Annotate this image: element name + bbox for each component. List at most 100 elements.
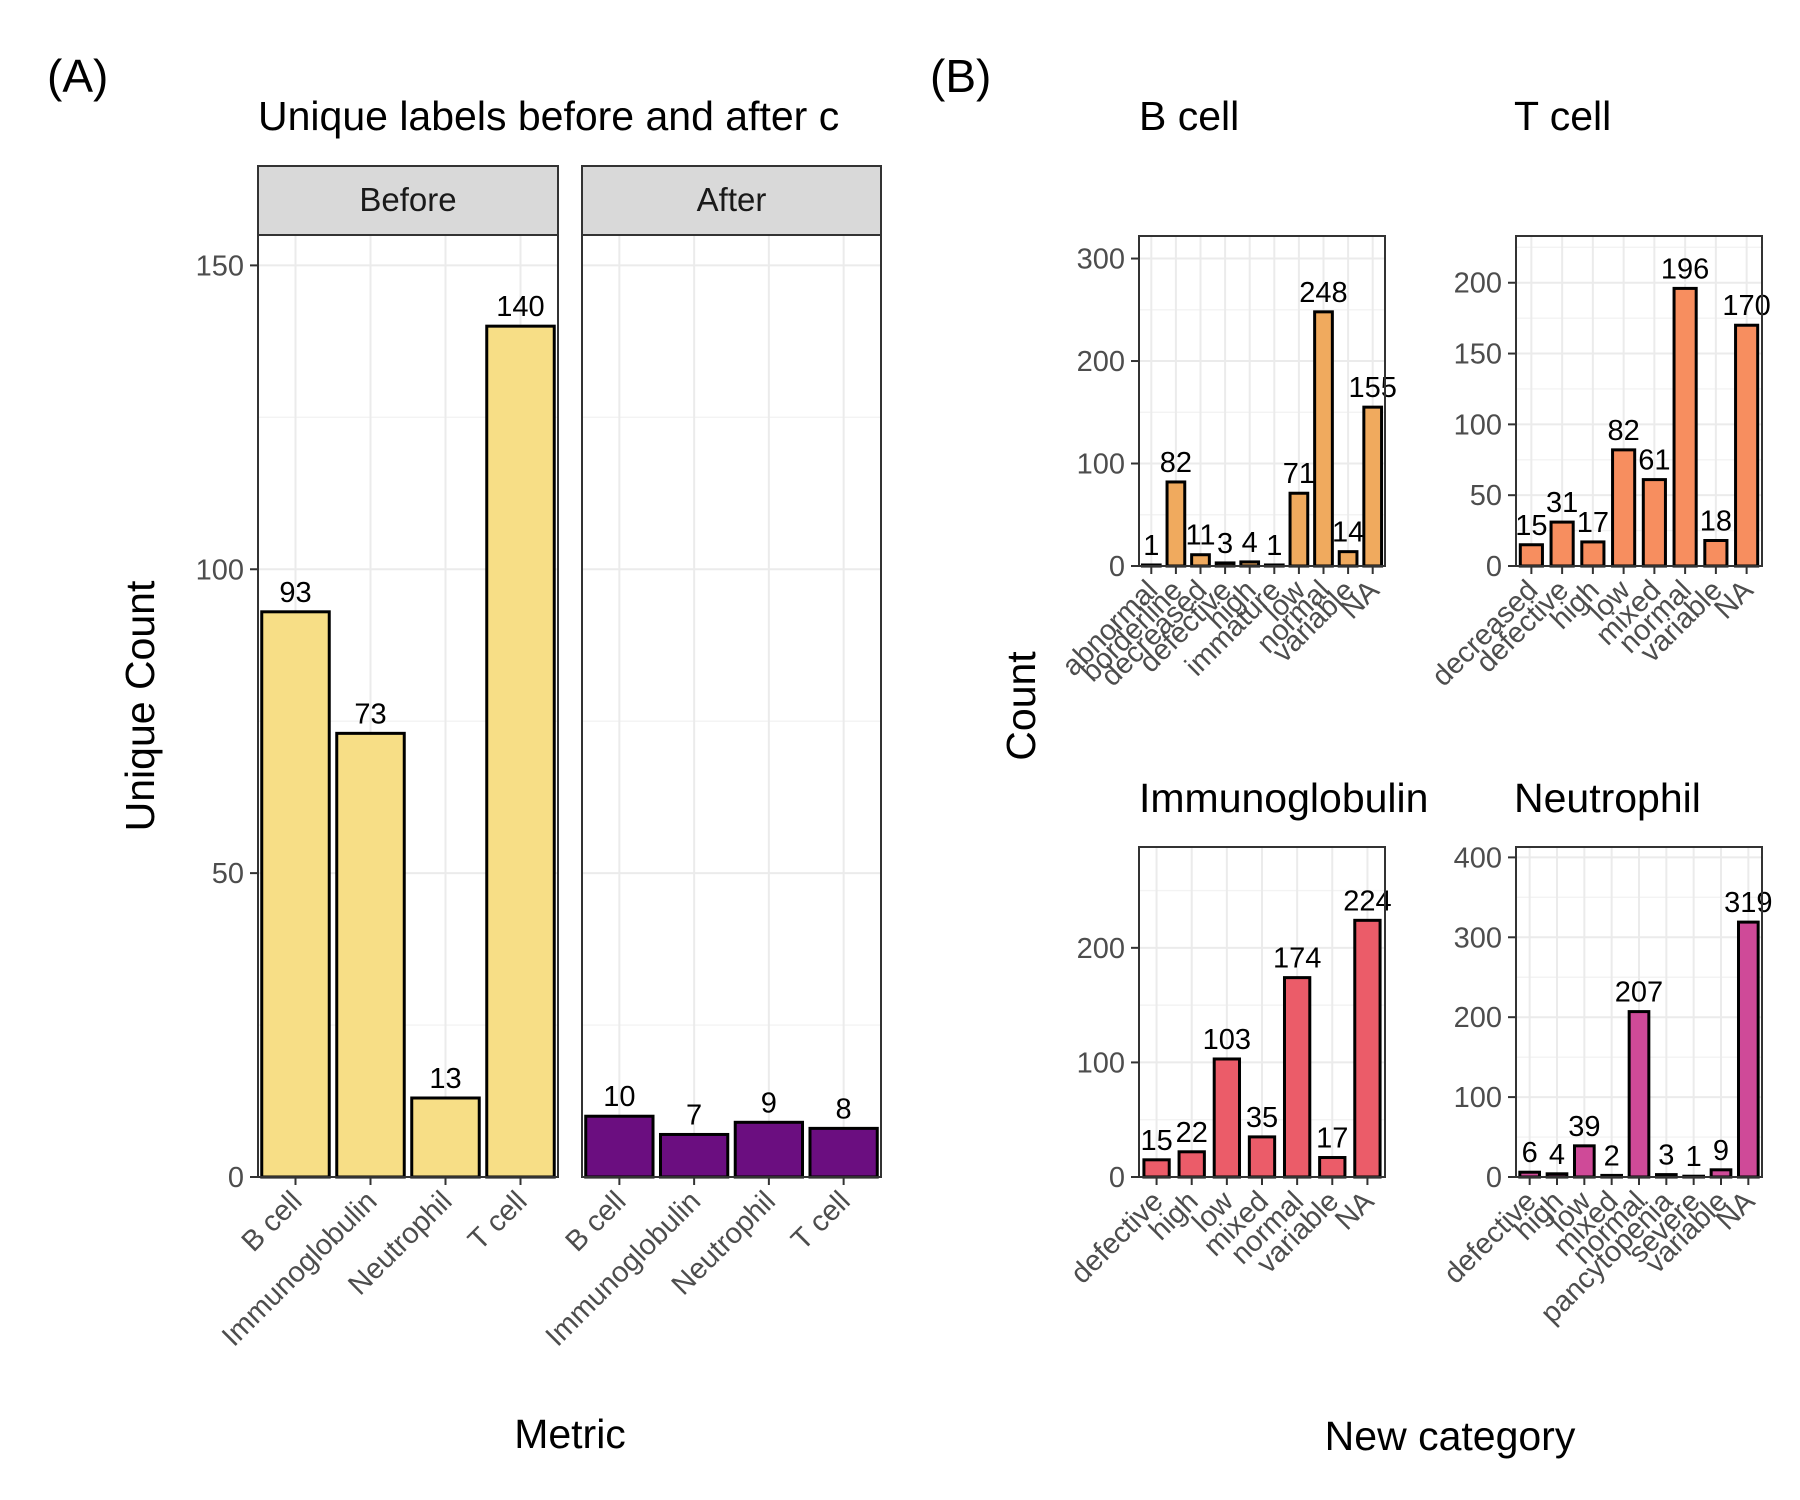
panel-t-cell-bar-decreased [1518,543,1544,568]
panel-neutrophil-bar-normal [1627,1010,1651,1179]
panel-b-cell-data-label-abnormal: 1 [1143,530,1159,562]
panel-b-cell-y-tick-label: 200 [1077,346,1125,378]
panel-immunoglobulin-x-tick-label-na: NA [1329,1185,1381,1237]
panel-neutrophil-y-tick-label: 200 [1454,1002,1502,1034]
facet-before-y-tick-label: 150 [196,250,244,282]
panel-b-cell-y-tick-label: 300 [1077,244,1125,276]
facet-before-data-label-b-cell: 93 [279,577,311,609]
panel-neutrophil-bar-low [1572,1144,1596,1179]
panel-b-cell-data-label-na: 155 [1349,372,1397,404]
panel-t-cell-plot-area [1516,236,1762,566]
facet-before-bar-t-cell [485,324,556,1179]
panel-t-cell-data-label-mixed: 61 [1638,445,1670,477]
panel-immunoglobulin-data-label-high: 22 [1176,1117,1208,1149]
facet-after-panel-border [581,234,882,1178]
panel-label-a: (A) [47,50,108,102]
chart-b-y-axis-title: Count [998,651,1044,761]
panel-immunoglobulin-y-tick-label: 200 [1077,933,1125,965]
panel-immunoglobulin-y-tick-label: 0 [1109,1162,1125,1194]
panel-neutrophil-bar-variable [1709,1168,1733,1179]
panel-t-cell-bar-low [1611,448,1637,568]
facet-before-bar-immunoglobulin [335,731,406,1179]
panel-b-cell-data-label-high: 4 [1242,527,1258,559]
facet-after-bar-b-cell [584,1114,655,1179]
chart-a-title: Unique labels before and after c [258,93,839,139]
panel-immunoglobulin-bar-high [1177,1150,1206,1179]
facet-before-panel-border [257,234,559,1178]
facet-strip-label-after: After [697,181,767,218]
panel-t-cell-data-label-high: 17 [1577,507,1609,539]
panel-neutrophil-data-label-severe: 1 [1686,1141,1702,1173]
panel-t-cell-y-tick-label: 200 [1454,268,1502,300]
facet-before-x-tick-label-t-cell: T cell [462,1185,533,1256]
panel-t-cell-data-label-defective: 31 [1546,487,1578,519]
panel-neutrophil-data-label-mixed: 2 [1604,1140,1620,1172]
panel-immunoglobulin-bar-normal [1282,976,1312,1179]
panel-immunoglobulin-y-tick-label: 100 [1077,1047,1125,1079]
panel-t-cell-bar-high [1580,540,1606,568]
panel-neutrophil-data-label-low: 39 [1568,1111,1600,1143]
panel-t-cell-data-label-decreased: 15 [1515,510,1547,542]
facet-after-data-label-immunoglobulin: 7 [686,1099,702,1131]
panel-b-cell-bar-normal [1313,310,1334,568]
panel-immunoglobulin-bar-variable [1318,1156,1347,1179]
facet-before-y-tick-label: 0 [228,1162,244,1194]
facet-before-data-label-neutrophil: 13 [429,1063,461,1095]
panel-immunoglobulin-bar-na [1353,918,1382,1179]
chart-b-x-axis-title: New category [1325,1413,1576,1459]
panel-t-cell-x-tick-label-na: NA [1708,574,1760,626]
panel-t-cell-y-tick-label: 50 [1470,480,1502,512]
panel-neutrophil-data-label-pancytopenia: 3 [1658,1140,1674,1172]
facet-before-data-label-immunoglobulin: 73 [354,698,386,730]
panel-t-cell-bar-normal [1672,286,1698,568]
facet-after-x-tick-label-t-cell: T cell [785,1185,856,1256]
facet-strip-label-before: Before [359,181,456,218]
panel-t-cell-data-label-na: 170 [1722,290,1770,322]
facet-after-data-label-neutrophil: 9 [761,1087,777,1119]
panel-title-neutrophil: Neutrophil [1514,775,1701,821]
panel-neutrophil-y-tick-label: 0 [1486,1162,1502,1194]
panel-neutrophil-data-label-normal: 207 [1615,977,1663,1009]
panel-neutrophil-data-label-variable: 9 [1713,1135,1729,1167]
panel-immunoglobulin-data-label-na: 224 [1343,885,1391,917]
panel-t-cell-data-label-normal: 196 [1661,253,1709,285]
panel-t-cell-y-tick-label: 0 [1486,551,1502,583]
facet-before-x-tick-label-b-cell: B cell [236,1185,309,1258]
panel-b-cell-data-label-normal: 248 [1299,277,1347,309]
panel-b-cell-bar-low [1288,491,1310,568]
facet-after-bar-t-cell [808,1126,879,1179]
panel-t-cell-bar-variable [1703,539,1729,568]
panel-immunoglobulin-data-label-normal: 174 [1273,943,1321,975]
panel-title-immunoglobulin: Immunoglobulin [1139,775,1428,821]
panel-t-cell: T cell153117826119618170050100150200decr… [1426,93,1771,693]
panel-b-cell-data-label-variable: 14 [1332,517,1364,549]
panel-t-cell-data-label-variable: 18 [1700,506,1732,538]
panel-t-cell-data-label-low: 82 [1607,415,1639,447]
panel-b-cell-data-label-decreased: 11 [1185,520,1215,552]
panel-b-cell-bar-decreased [1190,553,1211,568]
panel-b-cell-bar-borderline [1165,480,1187,568]
panel-b-cell-data-label-defective: 3 [1217,528,1233,560]
panel-immunoglobulin-x-tick-label-defective: defective [1065,1185,1170,1290]
panel-immunoglobulin-data-label-defective: 15 [1140,1125,1172,1157]
facet-after-data-label-b-cell: 10 [603,1081,635,1113]
chart-a-x-axis-title: Metric [514,1411,626,1457]
panel-b-cell-y-tick-label: 100 [1077,449,1125,481]
panel-neutrophil-y-tick-label: 300 [1454,922,1502,954]
panel-immunoglobulin-bar-low [1212,1057,1242,1179]
panel-t-cell-bar-mixed [1641,478,1667,568]
panel-immunoglobulin-bar-defective [1142,1158,1171,1179]
panel-immunoglobulin-bar-mixed [1247,1135,1277,1179]
facet-strip-before [257,165,559,236]
panel-t-cell-panel-border [1515,235,1763,567]
panel-b-cell-bar-variable [1337,550,1359,568]
panel-t-cell-y-tick-label: 100 [1454,409,1502,441]
panel-immunoglobulin-data-label-low: 103 [1203,1024,1251,1056]
panel-b-cell-panel-border [1138,235,1386,567]
facet-before-y-tick-label: 50 [212,858,244,890]
